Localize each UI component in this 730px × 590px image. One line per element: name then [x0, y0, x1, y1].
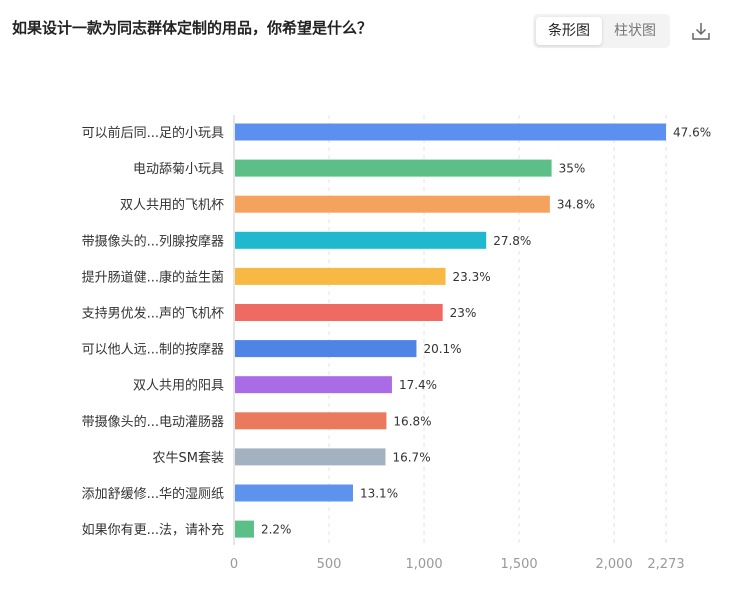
data-label: 27.8% — [493, 234, 531, 248]
data-label: 47.6% — [673, 126, 711, 140]
x-tick-label: 2,000 — [596, 557, 633, 572]
tab-bar-chart[interactable]: 条形图 — [536, 17, 602, 45]
x-tick-label: 0 — [230, 557, 238, 572]
bar — [235, 231, 487, 249]
x-tick-label: 2,273 — [647, 557, 684, 572]
data-label: 20.1% — [423, 342, 461, 356]
category-label: 带摄像头的...电动灌肠器 — [82, 414, 224, 430]
category-label: 双人共用的飞机杯 — [120, 197, 224, 213]
category-label: 添加舒缓修...华的湿厕纸 — [82, 486, 224, 502]
bar — [235, 123, 666, 141]
category-label: 支持男优发...声的飞机杯 — [82, 306, 224, 322]
x-tick-label: 1,500 — [500, 557, 537, 572]
chart-title: 如果设计一款为同志群体定制的用品，你希望是什么？ — [12, 19, 373, 37]
data-label: 35% — [559, 162, 586, 176]
data-label: 2.2% — [261, 523, 292, 537]
bar — [235, 304, 443, 321]
data-label: 17.4% — [399, 378, 437, 392]
category-label: 提升肠道健...康的益生菌 — [82, 269, 224, 285]
data-label: 13.1% — [360, 487, 398, 501]
bar — [235, 159, 552, 177]
bar — [235, 484, 353, 502]
bar — [235, 195, 550, 213]
category-label: 如果你有更...法，请补充 — [82, 522, 224, 538]
category-label: 双人共用的阳具 — [133, 378, 224, 394]
x-tick-label: 500 — [317, 557, 342, 572]
data-label: 23.3% — [453, 270, 491, 284]
category-label: 农牛SM套装 — [153, 450, 224, 466]
data-label: 16.8% — [393, 414, 431, 428]
bar — [235, 340, 417, 358]
tab-column-chart[interactable]: 柱状图 — [614, 23, 656, 39]
category-label: 可以前后同...足的小玩具 — [82, 125, 224, 141]
bar — [235, 267, 446, 285]
bar — [235, 520, 254, 538]
category-label: 带摄像头的...列腺按摩器 — [82, 233, 224, 249]
category-label: 电动舔菊小玩具 — [133, 162, 224, 177]
bar — [235, 448, 386, 466]
x-tick-label: 1,000 — [405, 557, 442, 572]
category-label: 可以他人远...制的按摩器 — [82, 342, 224, 358]
chart-type-toggle: 条形图 柱状图 — [533, 14, 670, 48]
data-label: 23% — [450, 306, 477, 320]
download-icon[interactable] — [690, 20, 712, 42]
data-label: 16.7% — [392, 450, 430, 464]
data-label: 34.8% — [557, 198, 595, 212]
bar — [235, 376, 392, 394]
bar — [235, 412, 387, 430]
